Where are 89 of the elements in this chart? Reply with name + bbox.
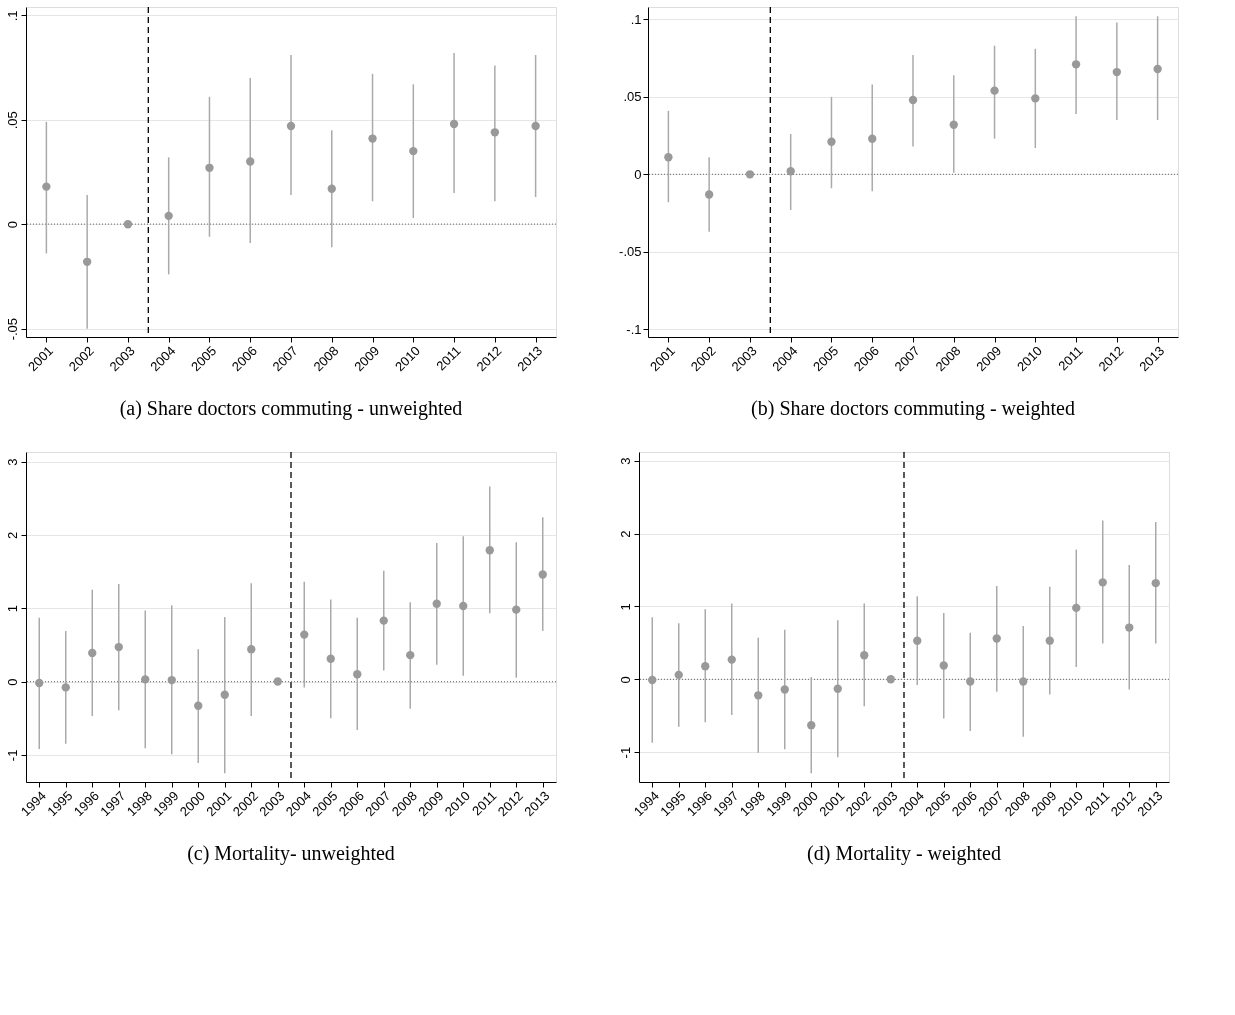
y-tick-label: -.05	[4, 317, 20, 341]
point	[459, 601, 468, 611]
point	[114, 642, 123, 652]
point	[786, 167, 795, 176]
point	[1071, 60, 1081, 69]
point	[42, 182, 51, 191]
point	[531, 121, 540, 131]
point	[727, 655, 736, 664]
point	[745, 170, 755, 179]
point	[485, 546, 494, 555]
point	[1045, 636, 1054, 645]
y-tick-label: 1	[617, 603, 633, 611]
point	[1112, 67, 1122, 77]
text: (a) Share doctors commuting - unweighted	[119, 396, 463, 420]
point	[674, 670, 683, 680]
point	[868, 134, 877, 143]
point	[701, 662, 710, 671]
y-tick-label: -1	[4, 749, 20, 762]
y-tick-label: 0	[4, 221, 20, 229]
point	[833, 684, 842, 693]
point	[1019, 677, 1028, 686]
point	[246, 157, 255, 166]
point	[368, 134, 377, 143]
y-tick-label: -1	[617, 746, 633, 759]
point	[913, 636, 922, 645]
y-tick-label: 0	[617, 676, 633, 684]
point	[88, 648, 97, 658]
point	[247, 645, 256, 654]
point	[326, 654, 335, 663]
point	[432, 599, 441, 608]
point	[194, 701, 203, 710]
point	[966, 677, 975, 686]
point	[704, 190, 714, 199]
point	[490, 128, 500, 137]
point	[990, 86, 999, 95]
point	[273, 677, 282, 686]
y-tick-label: -.1	[626, 321, 642, 337]
point	[664, 153, 673, 162]
point	[164, 211, 173, 221]
point	[300, 630, 309, 639]
point	[82, 257, 92, 266]
y-tick-label: 2	[617, 530, 633, 538]
y-tick-label: .05	[623, 89, 642, 105]
point	[860, 651, 869, 660]
point	[949, 120, 958, 129]
point	[908, 95, 918, 105]
point	[1153, 64, 1162, 74]
text: (c) Mortality- unweighted	[187, 841, 395, 865]
point	[406, 650, 415, 660]
point	[827, 137, 836, 146]
y-tick-label: -.05	[619, 244, 642, 260]
point	[409, 146, 418, 156]
point	[939, 661, 948, 670]
point	[648, 675, 657, 685]
point	[992, 634, 1001, 643]
point	[123, 220, 133, 229]
point	[1098, 578, 1107, 587]
point	[807, 721, 816, 730]
y-tick-label: 3	[617, 457, 633, 465]
point	[754, 691, 763, 700]
y-tick-label: 3	[4, 458, 20, 466]
point	[220, 690, 229, 699]
point	[512, 605, 521, 614]
y-tick-label: 1	[4, 605, 20, 613]
point	[327, 184, 336, 193]
point	[1151, 578, 1160, 588]
y-tick-label: .05	[4, 111, 20, 130]
point	[35, 678, 44, 688]
y-tick-label: .1	[630, 11, 642, 27]
point	[286, 121, 296, 131]
point	[886, 675, 895, 684]
point	[353, 670, 362, 679]
y-tick-label: .1	[4, 10, 20, 22]
y-tick-label: 0	[634, 166, 642, 182]
point	[61, 683, 70, 692]
point	[538, 570, 547, 579]
point	[780, 685, 789, 694]
y-tick-label: 2	[4, 531, 20, 539]
point	[449, 119, 459, 129]
text: (b) Share doctors commuting - weighted	[751, 396, 1075, 420]
point	[141, 675, 150, 684]
point	[205, 163, 214, 172]
point	[1031, 94, 1040, 103]
point	[379, 616, 388, 625]
text: (d) Mortality - weighted	[807, 841, 1001, 865]
y-tick-label: 0	[4, 678, 20, 686]
point	[1125, 623, 1134, 632]
point	[167, 675, 176, 685]
point	[1072, 603, 1081, 613]
